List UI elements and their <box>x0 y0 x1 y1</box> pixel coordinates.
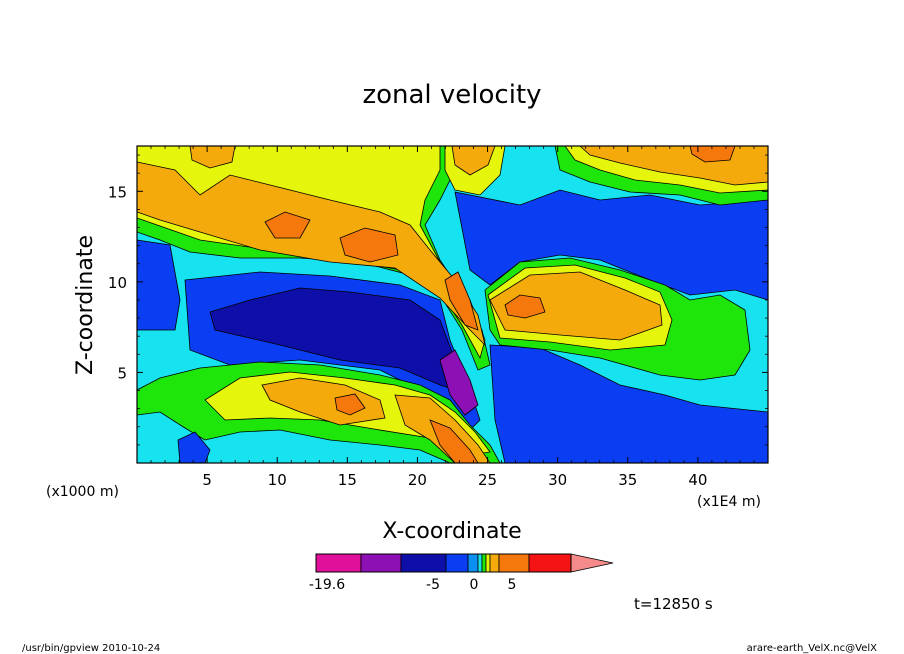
x-tick-label: 35 <box>618 471 637 489</box>
x-tick-label: 5 <box>202 471 212 489</box>
x-unit-right: (x1E4 m) <box>697 494 761 510</box>
field-pos-upper-strong-2 <box>339 227 399 263</box>
field-pos-top-orange <box>189 146 236 169</box>
chart-title: zonal velocity <box>362 80 541 110</box>
field-pos-lower-strong <box>334 393 366 416</box>
x-axis: 5 10 15 20 25 30 35 40 <box>150 146 755 489</box>
colorbar-segment <box>489 553 500 573</box>
colorbar-segment <box>528 553 572 573</box>
field-pos-top-right-strong <box>689 146 736 163</box>
colorbar-label: -19.6 <box>309 577 345 593</box>
time-annotation: t=12850 s <box>634 595 713 613</box>
colorbar-segment <box>485 553 491 573</box>
x-tick-label: 40 <box>688 471 707 489</box>
x-unit-left: (x1000 m) <box>46 484 119 500</box>
field-strong-neg <box>439 349 479 416</box>
field-neg-lower-right <box>489 344 768 463</box>
colorbar-segment <box>481 553 487 573</box>
field-pos-top-middle-orange <box>451 146 496 176</box>
colorbar-frame <box>315 553 572 573</box>
x-tick-label: 30 <box>548 471 567 489</box>
colorbar-segment <box>445 553 469 573</box>
field-neg-bottom-left <box>177 431 211 463</box>
colorbar-segment <box>477 553 483 573</box>
colorbar-label: -5 <box>426 577 440 593</box>
colorbar-segment <box>315 553 362 573</box>
footer-left: /usr/bin/gpview 2010-10-24 <box>22 643 160 654</box>
colorbar: -19.6 -5 0 5 <box>309 553 614 593</box>
y-tick-label: 15 <box>108 183 127 201</box>
field-pos-right-strong <box>504 294 546 319</box>
colorbar-extension-arrow <box>570 553 614 573</box>
footer-right: arare-earth_VelX.nc@VelX <box>747 643 878 654</box>
x-tick-label: 25 <box>478 471 497 489</box>
y-axis-label: Z-coordinate <box>73 235 98 375</box>
colorbar-label: 5 <box>508 577 517 593</box>
y-tick-label: 10 <box>108 274 127 292</box>
colorbar-label: 0 <box>470 577 479 593</box>
plot-area <box>137 146 768 463</box>
colorbar-segment <box>467 553 479 573</box>
plot-frame <box>136 145 769 464</box>
field-neg-left <box>137 239 181 331</box>
colorbar-segment <box>400 553 447 573</box>
y-axis: 5 10 15 <box>108 154 768 446</box>
y-tick-label: 5 <box>117 364 127 382</box>
colorbar-segment <box>360 553 402 573</box>
field-pos-upper-strong-1 <box>264 211 311 239</box>
x-tick-label: 20 <box>408 471 427 489</box>
x-axis-label: X-coordinate <box>382 519 521 544</box>
colorbar-segment <box>498 553 530 573</box>
x-tick-label: 10 <box>268 471 287 489</box>
x-tick-label: 15 <box>338 471 357 489</box>
field-pos-upper-orange <box>137 161 486 347</box>
field-pos-upper-strong-3 <box>444 271 479 331</box>
field-pos-right-orange <box>489 271 663 341</box>
field-pos-lower-strong-2 <box>429 419 479 463</box>
